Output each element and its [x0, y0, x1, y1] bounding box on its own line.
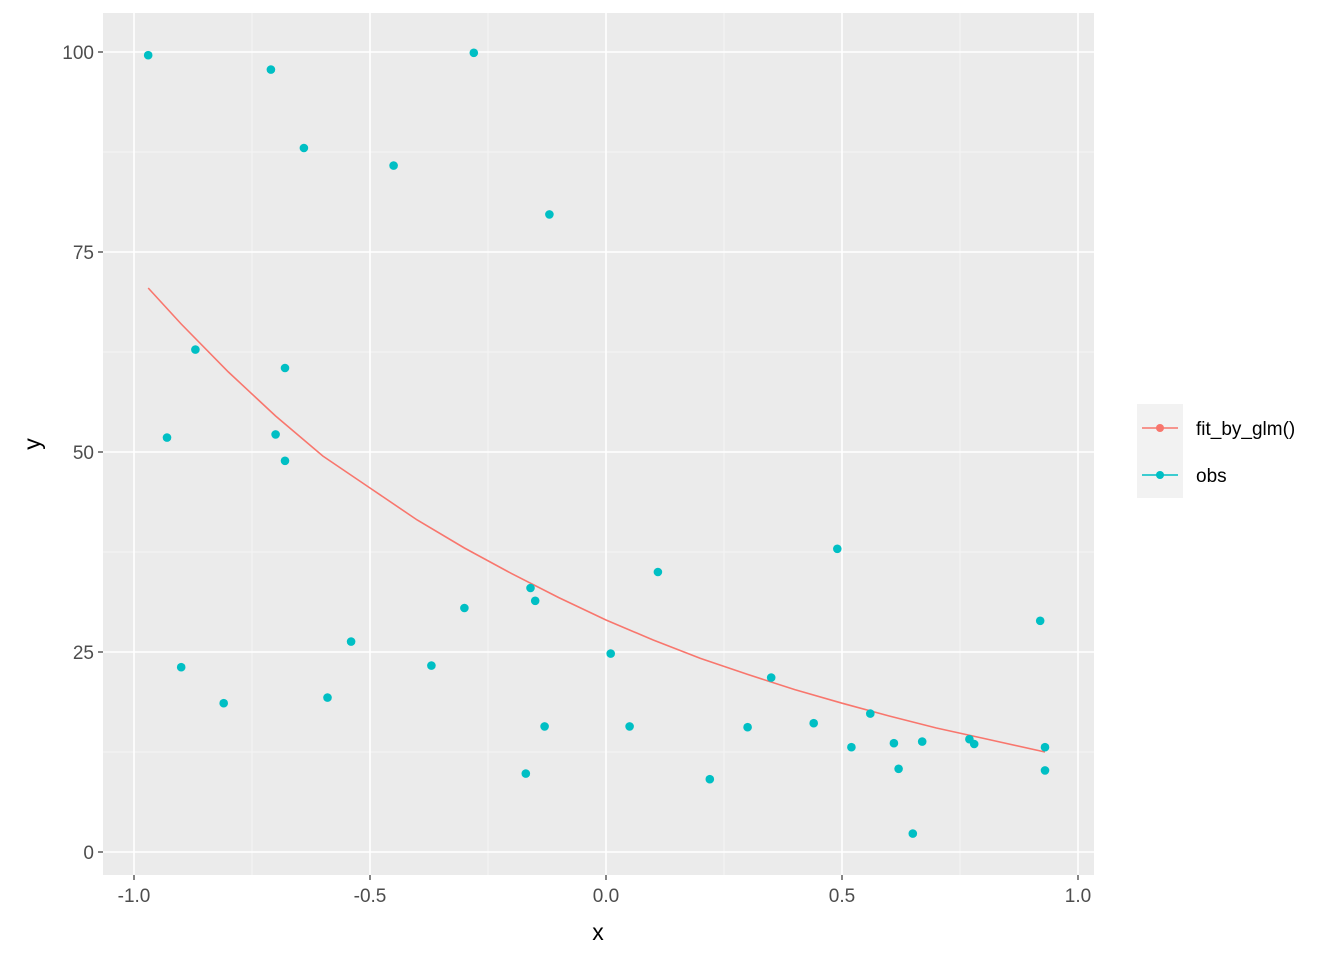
obs-point: [191, 345, 200, 354]
obs-point: [908, 829, 918, 838]
obs-point: [280, 363, 290, 373]
legend: fit_by_glm() obs: [1137, 404, 1295, 498]
obs-point: [346, 637, 356, 646]
obs-point: [219, 698, 228, 708]
obs-point: [540, 722, 549, 731]
obs-point: [176, 662, 186, 672]
obs-point: [809, 718, 818, 728]
obs-point: [427, 661, 436, 670]
panel-background: [103, 13, 1094, 875]
obs-point: [545, 210, 554, 219]
obs-point: [469, 48, 479, 58]
legend-key-fit-point: [1156, 424, 1164, 432]
legend-item-obs: obs: [1142, 466, 1227, 487]
obs-point: [271, 430, 280, 439]
obs-point: [866, 709, 875, 718]
obs-point: [653, 567, 663, 577]
series-layer: [143, 48, 1050, 838]
obs-point: [521, 769, 531, 778]
x-tick-label: -1.0: [118, 886, 151, 907]
obs-point: [917, 737, 927, 746]
obs-point: [743, 722, 752, 732]
x-tick-label: 0.5: [829, 886, 855, 907]
obs-point: [530, 596, 540, 606]
obs-point: [389, 161, 398, 170]
obs-point: [526, 583, 535, 593]
y-axis: 0 25 50 75 100: [62, 43, 103, 864]
obs-point: [460, 603, 469, 613]
y-tick-label: 75: [73, 243, 94, 264]
obs-point: [143, 50, 153, 60]
obs-point: [1040, 742, 1050, 752]
obs-point: [894, 764, 903, 774]
legend-label-fit: fit_by_glm(): [1196, 419, 1295, 440]
x-axis: -1.0 -0.5 0.0 0.5 1.0: [118, 875, 1091, 907]
legend-background: [1137, 404, 1183, 498]
x-tick-label: 1.0: [1065, 886, 1091, 907]
major-gridlines: [103, 13, 1094, 875]
legend-item-fit: fit_by_glm(): [1142, 419, 1295, 440]
obs-point: [625, 722, 634, 731]
obs-point: [1040, 766, 1050, 775]
obs-point: [705, 774, 715, 784]
obs-point: [833, 544, 842, 554]
obs-point: [299, 143, 309, 153]
obs-point: [847, 742, 856, 752]
y-tick-label: 25: [73, 643, 94, 664]
obs-point: [1035, 616, 1045, 626]
x-tick-label: 0.0: [593, 886, 619, 907]
y-tick-label: 50: [73, 443, 94, 464]
x-tick-label: -0.5: [354, 886, 387, 907]
fit-line: [147, 287, 1046, 753]
obs-point: [266, 65, 276, 74]
obs-point: [766, 673, 776, 682]
obs-point: [323, 693, 332, 702]
legend-label-obs: obs: [1196, 466, 1227, 487]
y-axis-title: y: [19, 438, 45, 450]
obs-point: [889, 738, 899, 748]
y-tick-label: 100: [62, 43, 94, 64]
legend-key-obs-point: [1156, 471, 1164, 479]
obs-point: [280, 456, 290, 466]
obs-point: [606, 649, 615, 658]
obs-point: [969, 739, 979, 749]
x-axis-title: x: [592, 919, 604, 945]
minor-gridlines: [103, 13, 1094, 875]
y-tick-label: 0: [83, 843, 94, 864]
obs-point: [162, 433, 172, 442]
